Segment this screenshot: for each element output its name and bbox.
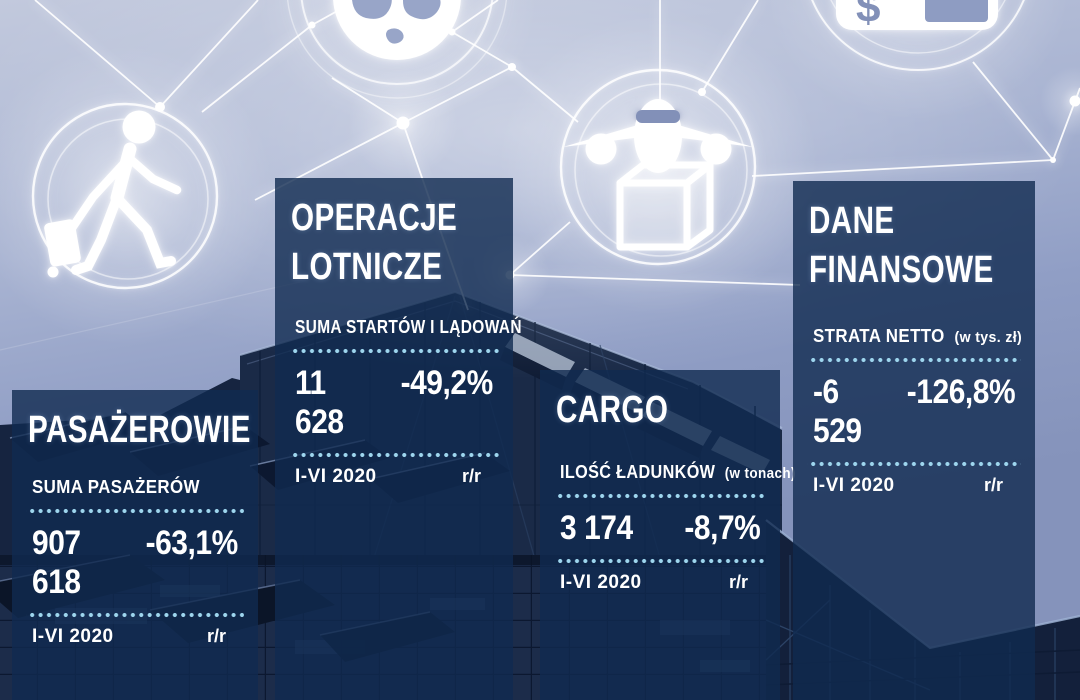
metric-change: -126,8% bbox=[906, 373, 1016, 412]
metric-value-row: 907 618 -63,1% bbox=[32, 524, 238, 602]
metric-label: ILOŚĆ ŁADUNKÓW (w tonach) bbox=[560, 461, 795, 483]
metric-footer: I-VI 2020 r/r bbox=[295, 466, 493, 502]
card-title: DANE FINANSOWE bbox=[809, 197, 994, 294]
metric-label-text: SUMA PASAŻERÓW bbox=[32, 476, 200, 497]
dotted-separator bbox=[26, 611, 244, 618]
metric-label-text: ILOŚĆ ŁADUNKÓW bbox=[560, 461, 716, 482]
card-title: PASAŻEROWIE bbox=[28, 406, 251, 455]
comparison-label: r/r bbox=[728, 571, 748, 592]
card-cargo: CARGO ILOŚĆ ŁADUNKÓW (w tonach) 3 174 -8… bbox=[540, 370, 795, 700]
title-line: LOTNICZE bbox=[291, 245, 443, 288]
metric-change: -63,1% bbox=[145, 523, 239, 562]
dotted-separator bbox=[26, 507, 244, 514]
period-label: I-VI 2020 bbox=[295, 466, 377, 488]
metric-label: SUMA STARTÓW I LĄDOWAŃ bbox=[295, 317, 522, 338]
metric-value: 907 618 bbox=[32, 523, 81, 601]
metric-value: -6 529 bbox=[813, 373, 862, 451]
dotted-separator bbox=[554, 492, 766, 499]
comparison-label: r/r bbox=[206, 625, 226, 646]
metric-value-row: 3 174 -8,7% bbox=[560, 509, 760, 548]
comparison-label: r/r bbox=[461, 466, 481, 487]
dotted-separator bbox=[289, 452, 499, 459]
metric-value: 11 628 bbox=[295, 364, 344, 442]
comparison-label: r/r bbox=[983, 475, 1003, 496]
dotted-separator bbox=[554, 557, 766, 564]
period-label: I-VI 2020 bbox=[813, 475, 895, 497]
metric-value: 3 174 bbox=[560, 508, 633, 547]
metric-footer: I-VI 2020 r/r bbox=[560, 572, 760, 608]
metric-change: -8,7% bbox=[684, 508, 760, 547]
metric-label: SUMA PASAŻERÓW bbox=[32, 477, 226, 498]
dotted-separator bbox=[289, 348, 499, 355]
card-flight-operations: OPERACJE LOTNICZE SUMA STARTÓW I LĄDOWAŃ… bbox=[275, 178, 522, 700]
metric-footer: I-VI 2020 r/r bbox=[32, 626, 238, 662]
dotted-separator bbox=[807, 357, 1021, 364]
contrail bbox=[0, 281, 301, 351]
card-title: CARGO bbox=[556, 386, 718, 435]
metric-footer: I-VI 2020 r/r bbox=[813, 475, 1015, 511]
metric-label-note: (w tonach) bbox=[724, 464, 796, 482]
metric-label-text: STRATA NETTO bbox=[813, 326, 945, 347]
card-passengers: PASAŻEROWIE SUMA PASAŻERÓW 907 618 -63,1… bbox=[12, 390, 258, 700]
metric-change: -49,2% bbox=[400, 364, 494, 403]
metric-value-row: 11 628 -49,2% bbox=[295, 364, 493, 442]
card-title: OPERACJE LOTNICZE bbox=[291, 194, 458, 291]
period-label: I-VI 2020 bbox=[560, 571, 642, 593]
metric-label-text: SUMA STARTÓW I LĄDOWAŃ bbox=[295, 317, 522, 338]
dotted-separator bbox=[807, 461, 1021, 468]
title-line: DANE bbox=[809, 200, 895, 242]
metric-label-note: (w tys. zł) bbox=[954, 329, 1023, 347]
metric-value-row: -6 529 -126,8% bbox=[813, 373, 1015, 451]
title-line: PASAŻEROWIE bbox=[28, 409, 251, 451]
title-line: FINANSOWE bbox=[809, 248, 994, 291]
metric-label: STRATA NETTO (w tys. zł) bbox=[813, 326, 1022, 347]
period-label: I-VI 2020 bbox=[32, 625, 114, 647]
card-financial-data: DANE FINANSOWE STRATA NETTO (w tys. zł) … bbox=[793, 181, 1035, 700]
title-line: OPERACJE bbox=[291, 197, 458, 239]
title-line: CARGO bbox=[556, 389, 669, 431]
